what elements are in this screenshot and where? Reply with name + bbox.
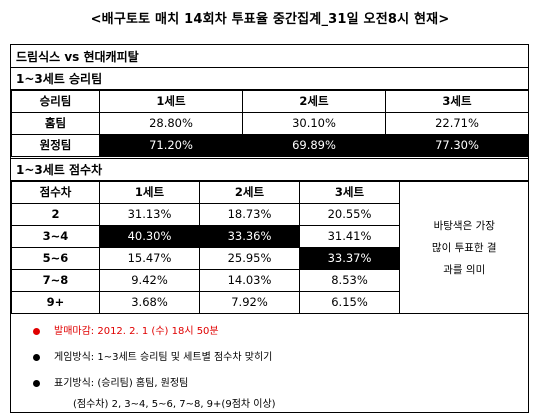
table-cell: 8.53% [299,269,400,292]
table-cell: 20.55% [299,203,400,226]
deadline-text: 발매마감: 2012. 2. 1 (수) 18시 50분 [54,326,219,337]
match-title: 드림식스 vs 현대캐피탈 [11,45,528,68]
page-title: <배구토토 매치 14회차 투표율 중간집계_31일 오전8시 현재> [90,12,450,27]
table-cell-highlighted: 71.20% [99,134,243,157]
note-line: 과를 의미 [443,263,486,276]
table-cell: 6.15% [299,291,400,314]
method-line: 게임방식: 1~3세트 승리팀 및 세트별 점수차 맞히기 [11,348,528,363]
bullet-icon [33,379,40,387]
column-header: 2세트 [199,181,300,204]
table-cell-highlighted: 69.89% [242,134,386,157]
column-header: 3세트 [385,90,529,113]
table-cell-highlighted: 77.30% [385,134,529,157]
table-cell-highlighted: 33.36% [199,225,300,248]
notation-line: 표기방식: (승리팀) 홈팀, 원정팀 [11,374,528,389]
note-line: 많이 투표한 결 [431,241,497,254]
notation-detail-text: (점수차) 2, 3~4, 5~6, 7~8, 9+(9점차 이상) [73,399,276,410]
column-header: 승리팀 [11,90,100,113]
margin-table: 점수차 1세트 2세트 3세트 바탕색은 가장 많이 투표한 결 과를 의미 2… [11,181,529,314]
column-header: 점수차 [11,181,100,204]
table-row: 홈팀 28.80% 30.10% 22.71% [11,112,529,135]
table-cell: 31.13% [99,203,200,226]
table-cell: 25.95% [199,247,300,270]
result-box: 드림식스 vs 현대캐피탈 1~3세트 승리팀 승리팀 1세트 2세트 3세트 … [10,44,529,413]
table-header-row: 점수차 1세트 2세트 3세트 바탕색은 가장 많이 투표한 결 과를 의미 [11,181,529,314]
row-label: 9+ [11,291,100,314]
table-cell: 7.92% [199,291,300,314]
section1-header: 1~3세트 승리팀 [11,68,528,90]
table-row: 9+ 3.68% 7.92% 6.15% [11,291,529,314]
table-cell: 14.03% [199,269,300,292]
table-cell: 31.41% [299,225,400,248]
bullet-icon [33,353,40,361]
table-cell: 3.68% [99,291,200,314]
table-header-row: 승리팀 1세트 2세트 3세트 [11,90,529,113]
column-header: 3세트 [299,181,400,204]
table-cell-highlighted: 40.30% [99,225,200,248]
row-label: 원정팀 [11,134,100,157]
column-header: 1세트 [99,181,200,204]
table-cell: 22.71% [385,112,529,135]
method-text: 게임방식: 1~3세트 승리팀 및 세트별 점수차 맞히기 [54,352,273,363]
legend-note: 바탕색은 가장 많이 투표한 결 과를 의미 [399,181,529,314]
table-row: 원정팀 71.20% 69.89% 77.30% [11,134,529,157]
section2-header: 1~3세트 점수차 [11,158,528,181]
row-label: 홈팀 [11,112,100,135]
table-cell-highlighted: 33.37% [299,247,400,270]
table-cell: 15.47% [99,247,200,270]
table-cell: 9.42% [99,269,200,292]
note-line: 바탕색은 가장 [433,219,495,232]
winner-table: 승리팀 1세트 2세트 3세트 홈팀 28.80% 30.10% 22.71% … [11,90,529,157]
notation-detail-line: (점수차) 2, 3~4, 5~6, 7~8, 9+(9점차 이상) [11,395,528,410]
row-label: 5~6 [11,247,100,270]
bullet-icon [33,327,40,335]
row-label: 7~8 [11,269,100,292]
column-header: 2세트 [242,90,386,113]
table-cell: 28.80% [99,112,243,135]
table-cell: 18.73% [199,203,300,226]
row-label: 3~4 [11,225,100,248]
row-label: 2 [11,203,100,226]
column-header: 1세트 [99,90,243,113]
deadline-line: 발매마감: 2012. 2. 1 (수) 18시 50분 [11,322,528,337]
table-cell: 30.10% [242,112,386,135]
notation-text: 표기방식: (승리팀) 홈팀, 원정팀 [54,378,189,389]
